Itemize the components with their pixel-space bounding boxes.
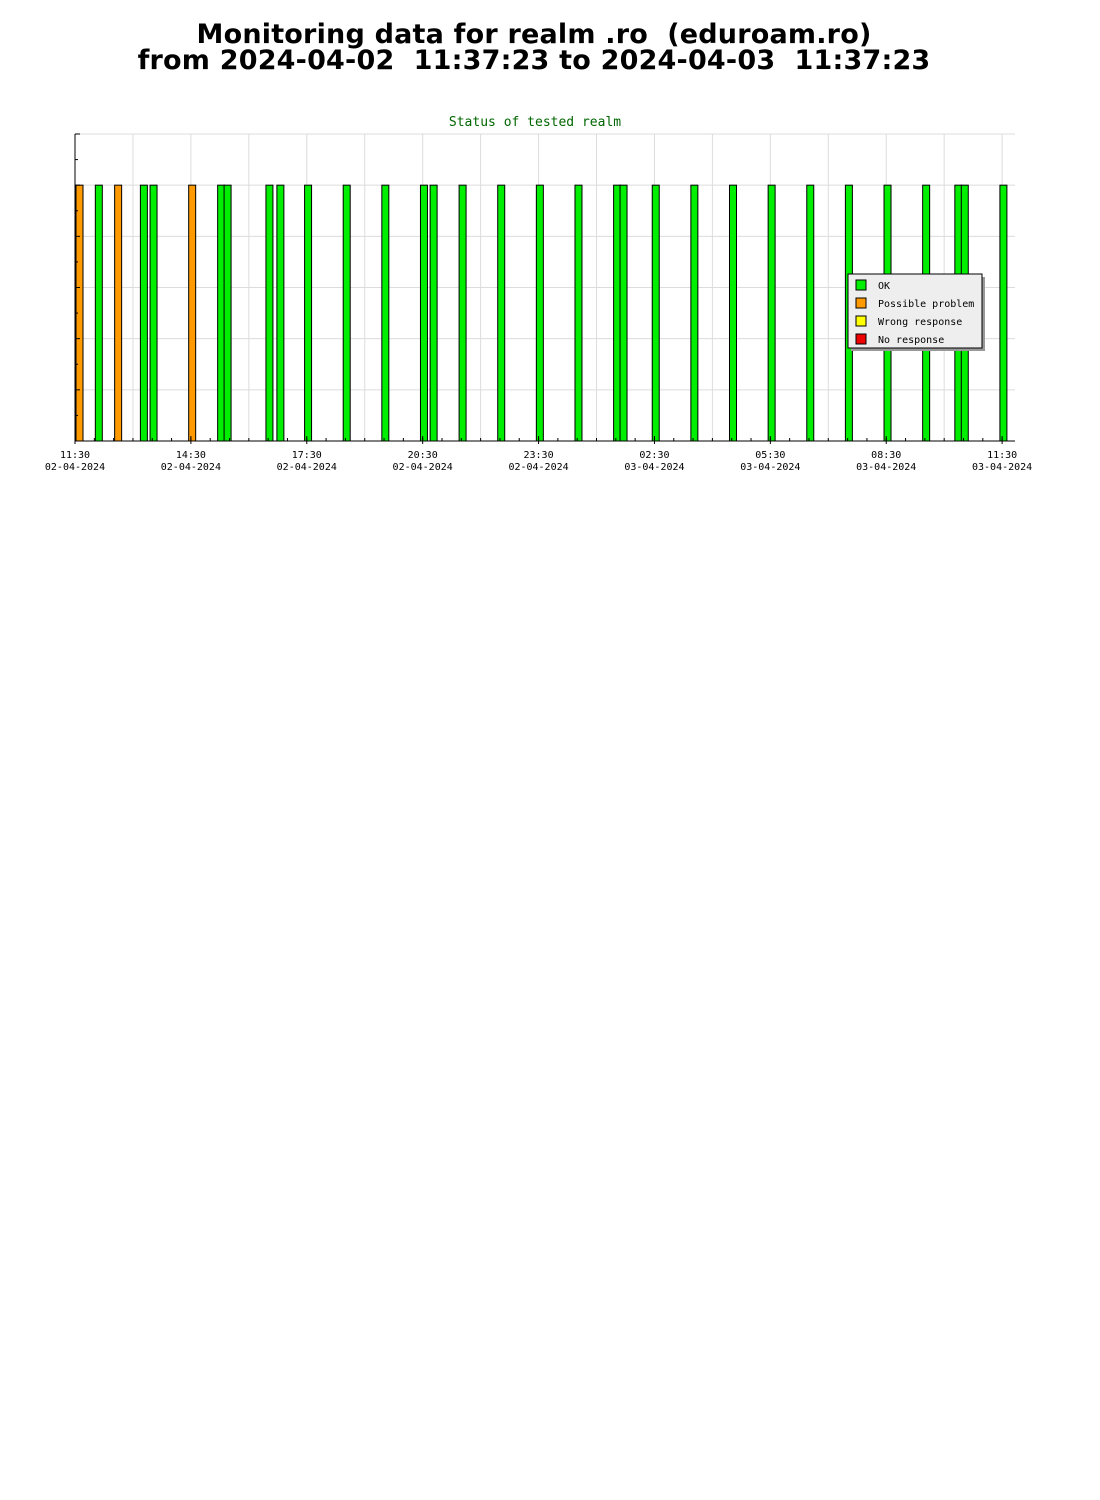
legend-swatch [855,333,867,345]
legend-box [847,273,983,349]
x-tick-label-date: 03-04-2024 [740,462,800,473]
page-title: Monitoring data for realm .ro (eduroam.r… [0,19,1068,76]
x-tick-label-date: 02-04-2024 [45,462,105,473]
x-tick-label-time: 05:30 [755,450,785,461]
status-bar [276,184,285,442]
chart-title: Status of tested realm [449,115,621,130]
title-line-realm: Monitoring data for realm .ro (eduroam.r… [196,19,872,50]
status-bar [139,184,148,442]
x-tick-label-date: 03-04-2024 [856,462,916,473]
x-tick-label-date: 02-04-2024 [393,462,453,473]
status-bar [94,184,103,442]
legend-swatch [855,297,867,309]
status-bar [535,184,544,442]
status-bar [497,184,506,442]
status-bar [999,184,1008,442]
x-tick-label-date: 03-04-2024 [972,462,1032,473]
status-bar [574,184,583,442]
status-bar [265,184,274,442]
x-tick-label-time: 23:30 [524,450,554,461]
status-bar [806,184,815,442]
status-bar [149,184,158,442]
legend-swatch [855,315,867,327]
legend-label: No response [878,335,944,346]
status-bar [429,184,438,442]
status-bar [729,184,737,442]
status-bar [690,184,699,442]
status-bar [619,184,628,442]
x-tick-label-time: 02:30 [639,450,669,461]
chart-legend: OK Possible problem Wrong response No respo… [847,273,985,351]
x-tick-label-date: 02-04-2024 [508,462,568,473]
legend-label: Wrong response [878,317,962,328]
legend-label: Possible problem [878,299,974,310]
x-tick-label-date: 02-04-2024 [277,462,337,473]
status-bar [304,184,313,442]
status-bar [651,184,660,442]
status-bar [767,184,776,442]
x-tick-label-time: 20:30 [408,450,438,461]
chart-axes: 11:3002-04-202414:3002-04-202417:3002-04… [45,133,1032,473]
x-tick-label-time: 14:30 [176,450,206,461]
status-bar [223,184,232,442]
status-bar [114,184,123,442]
x-tick-label-time: 08:30 [871,450,901,461]
x-tick-label-time: 17:30 [292,450,322,461]
status-bar [419,184,428,442]
x-tick-label-date: 02-04-2024 [161,462,221,473]
legend-label: OK [878,281,890,292]
x-tick-label-time: 11:30 [60,450,90,461]
x-tick-label-time: 11:30 [987,450,1017,461]
status-bar [458,184,467,442]
status-bar [381,184,390,442]
status-bar [342,184,351,442]
x-tick-label-date: 03-04-2024 [624,462,684,473]
legend-swatch [855,279,867,291]
status-bar [188,184,197,442]
title-line-period: from 2024-04-02 11:37:23 to 2024-04-03 1… [137,45,931,76]
